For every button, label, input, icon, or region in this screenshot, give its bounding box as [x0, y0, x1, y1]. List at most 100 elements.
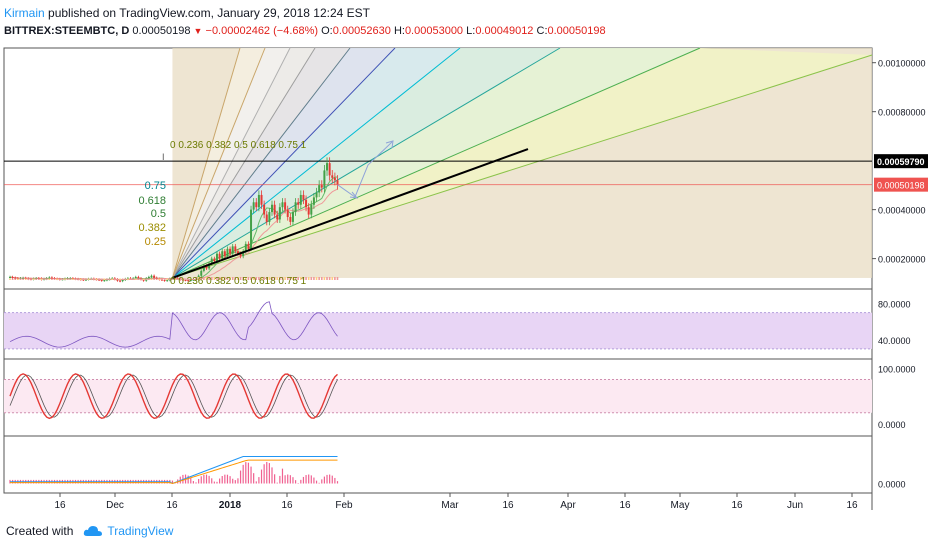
stoch-d-line: [9, 374, 338, 418]
macd-histogram-bar: [203, 474, 205, 484]
volume-bar: [153, 278, 155, 280]
macd-histogram-bar: [287, 474, 289, 484]
volume-bar: [161, 278, 163, 280]
candle-body: [242, 251, 245, 257]
pivot-marker: I: [162, 152, 165, 162]
high-label: H:: [393, 25, 405, 37]
price-chart[interactable]: 0.25 0.382 0.50.618 0.75 0 0.236 0.382 0.5 0…: [0, 0, 932, 520]
publish-text: published on TradingView.com, January 29…: [44, 6, 371, 20]
volume-bar: [121, 278, 124, 280]
volume-bar: [114, 278, 116, 280]
macd-histogram-bar: [221, 476, 223, 484]
candle-body: [48, 277, 51, 279]
macd-histogram-bar: [211, 478, 213, 484]
volume-bar: [328, 277, 331, 280]
volume-bar: [200, 277, 203, 280]
volume-bar: [234, 277, 237, 280]
volume-bar: [95, 278, 98, 280]
macd-histogram-bar: [255, 481, 257, 484]
volume-bar: [281, 277, 284, 280]
volume-bar: [79, 278, 82, 280]
stoch-tick-label: 100.0000: [878, 364, 916, 374]
volume-bar: [189, 278, 192, 280]
volume-bar: [116, 278, 119, 280]
candle-body: [336, 180, 339, 185]
volume-bar: [22, 278, 24, 280]
volume-bar: [74, 278, 77, 280]
candle-body: [121, 279, 124, 282]
candle-body: [312, 197, 315, 205]
volume-bar: [106, 278, 108, 280]
volume-bar: [179, 278, 182, 280]
volume-bar: [218, 277, 221, 280]
macd-histogram-bar: [229, 476, 231, 484]
candle-body: [234, 246, 237, 252]
created-with-label: Created with: [6, 524, 74, 538]
macd-tick-label: 0.0000: [878, 480, 906, 490]
open-label: O:: [321, 25, 333, 37]
volume-bar: [263, 277, 265, 280]
volume-bar: [252, 277, 255, 280]
volume-bar: [27, 278, 30, 280]
candle-body: [236, 251, 239, 254]
macd-histogram-bar: [247, 462, 250, 484]
macd-histogram-bar: [302, 476, 305, 484]
last-price-box: [874, 177, 928, 192]
macd-histogram-bar: [276, 482, 278, 484]
volume-bar: [245, 277, 247, 280]
volume-bar: [11, 278, 14, 280]
candle-body: [231, 246, 234, 254]
macd-histogram-bar: [234, 480, 236, 484]
candle-body: [333, 177, 336, 181]
candle-body: [221, 251, 224, 259]
volume-bar: [210, 277, 213, 280]
candle-body: [119, 280, 122, 282]
candle-body: [22, 277, 25, 279]
volume-bar: [237, 277, 239, 280]
volume-bar: [239, 277, 242, 280]
candle-body: [171, 277, 174, 279]
volume-bar: [286, 277, 289, 280]
volume-bar: [137, 278, 140, 280]
gann-fan-ray: [172, 47, 701, 279]
price-tick-label: 0.00100000: [878, 59, 926, 69]
macd-histogram-bar: [292, 477, 294, 484]
author-link[interactable]: Kirmain: [4, 6, 45, 20]
last-price: 0.00050198: [132, 25, 191, 37]
candle-body: [187, 280, 190, 282]
candle-body: [247, 243, 250, 249]
gann-fan-ray: [172, 47, 561, 279]
tradingview-link[interactable]: TradingView: [107, 524, 174, 538]
volume-bar: [129, 278, 132, 280]
rsi-tick-label: 80.0000: [878, 300, 911, 310]
time-tick-label: 2018: [219, 500, 242, 511]
volume-bar: [142, 278, 145, 280]
volume-bar: [258, 277, 260, 280]
volume-bar: [300, 277, 302, 280]
macd-histogram-bar: [171, 480, 174, 484]
candle-body: [273, 204, 276, 215]
trend-line: [172, 148, 529, 279]
candle-body: [315, 192, 318, 198]
open-value: 0.00052630: [332, 25, 391, 37]
volume-bar: [100, 278, 103, 280]
macd-histogram-bar: [305, 475, 307, 484]
candle-body: [163, 279, 166, 281]
arrow-head-icon: [349, 191, 359, 199]
volume-bar: [242, 277, 244, 280]
volume-bar: [53, 278, 56, 280]
macd-histogram-bar: [232, 478, 234, 484]
close-value: 0.00050198: [547, 25, 606, 37]
volume-bar: [216, 277, 218, 280]
candle-body: [305, 199, 308, 208]
candle-body: [260, 194, 263, 205]
macd-histogram-bar: [224, 474, 226, 484]
volume-bar: [48, 278, 51, 280]
candle-body: [286, 209, 289, 217]
volume-bar: [38, 278, 40, 280]
stoch-band: [4, 379, 872, 413]
volume-bar: [35, 278, 37, 280]
gann-fan-ray: [171, 47, 241, 279]
volume-bar: [45, 278, 48, 280]
macd-histogram-bar: [297, 483, 299, 484]
